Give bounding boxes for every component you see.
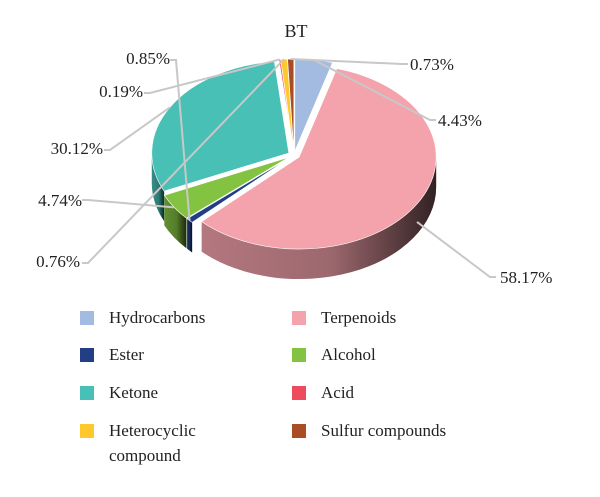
- pie-slice-terpenoids: [201, 68, 437, 250]
- leader-line-terpenoids: [416, 221, 496, 278]
- leader-line-ketone: [104, 106, 171, 151]
- leader-line-alcohol: [82, 199, 175, 209]
- leader-line-ester: [170, 59, 191, 221]
- legend-item-sulfur-compounds: Sulfur compounds: [292, 421, 446, 440]
- legend-label-terpenoids: Terpenoids: [321, 308, 396, 327]
- legend-swatch-sulfur-compounds: [292, 424, 306, 438]
- data-label-ester: 0.85%: [126, 49, 170, 68]
- legend-swatch-terpenoids: [292, 311, 306, 325]
- data-labels: 4.43% 58.17% 0.85% 4.74% 30.12% 0.19% 0.76% 0.7…: [36, 49, 552, 287]
- legend-item-heterocyclic-compound: Heterocyclic compound: [80, 421, 196, 465]
- legend-swatch-acid: [292, 386, 306, 400]
- pie-side-shade-ketone: [151, 153, 165, 222]
- legend-item-hydrocarbons: Hydrocarbons: [80, 308, 205, 327]
- data-label-alcohol: 4.74%: [38, 191, 82, 210]
- legend-item-terpenoids: Terpenoids: [292, 308, 396, 327]
- data-label-heterocyclic-compound: 0.76%: [36, 252, 80, 271]
- legend-label-heterocyclic-compound: compound: [109, 446, 181, 465]
- legend-label-heterocyclic-compound: Heterocyclic: [109, 421, 196, 440]
- legend-label-acid: Acid: [321, 383, 355, 402]
- legend-item-alcohol: Alcohol: [292, 345, 376, 364]
- leader-line-heterocyclic-compound: [82, 58, 285, 264]
- chart-title: BT: [284, 21, 307, 41]
- legend-label-ester: Ester: [109, 345, 144, 364]
- legend: Hydrocarbons Terpenoids Ester Alcohol Ketone…: [80, 308, 446, 465]
- data-label-sulfur-compounds: 0.73%: [410, 55, 454, 74]
- data-label-ketone: 30.12%: [51, 139, 103, 158]
- data-label-terpenoids: 58.17%: [500, 268, 552, 287]
- pie-side-shade-ester: [187, 218, 193, 253]
- legend-swatch-ketone: [80, 386, 94, 400]
- leader-line-sulfur-compounds: [290, 58, 408, 65]
- legend-label-ketone: Ketone: [109, 383, 158, 402]
- pie-slice-alcohol: [163, 156, 290, 219]
- pie-slices: [151, 58, 437, 250]
- legend-swatch-heterocyclic-compound: [80, 424, 94, 438]
- leader-line-hydrocarbons: [313, 59, 436, 121]
- legend-label-sulfur-compounds: Sulfur compounds: [321, 421, 446, 440]
- legend-item-ketone: Ketone: [80, 383, 158, 402]
- legend-swatch-alcohol: [292, 348, 306, 362]
- data-label-acid: 0.19%: [99, 82, 143, 101]
- pie-side-shade-alcohol: [164, 195, 187, 249]
- legend-swatch-hydrocarbons: [80, 311, 94, 325]
- pie-sides: [151, 153, 437, 280]
- pie-side-shade-terpenoids: [201, 157, 437, 280]
- legend-label-hydrocarbons: Hydrocarbons: [109, 308, 205, 327]
- legend-swatch-ester: [80, 348, 94, 362]
- legend-label-alcohol: Alcohol: [321, 345, 376, 364]
- data-label-hydrocarbons: 4.43%: [438, 111, 482, 130]
- leader-line-acid: [144, 58, 281, 94]
- leader-lines: [82, 58, 496, 278]
- legend-item-ester: Ester: [80, 345, 144, 364]
- legend-item-acid: Acid: [292, 383, 355, 402]
